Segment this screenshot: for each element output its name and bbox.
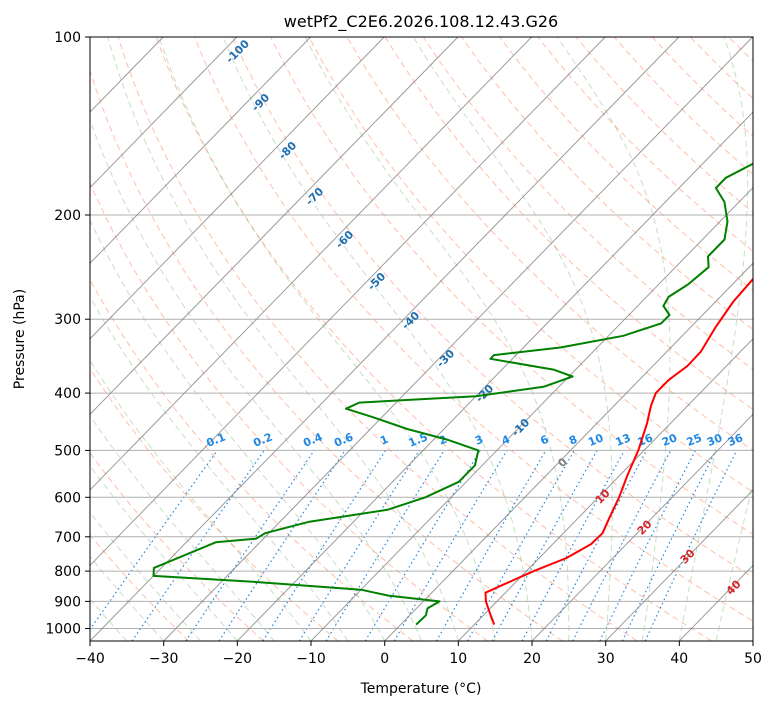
x-axis-label: Temperature (°C) bbox=[360, 681, 482, 697]
mixing-ratio-label: 1 bbox=[378, 433, 390, 448]
moist-adiabat-line bbox=[90, 118, 422, 641]
isotherm-line bbox=[531, 413, 753, 641]
mixing-ratio-line bbox=[325, 450, 445, 641]
x-tick-label: −30 bbox=[149, 651, 179, 667]
y-tick-label: 1000 bbox=[45, 622, 81, 638]
dry-adiabat-line bbox=[193, 37, 753, 622]
dry-adiabat-line bbox=[384, 37, 753, 411]
mixing-ratio-line bbox=[218, 450, 346, 641]
x-tick-label: 30 bbox=[597, 651, 615, 667]
mixing-ratio-label: 3 bbox=[473, 433, 485, 448]
isotherm-line bbox=[163, 37, 753, 641]
mixing-ratio-label: 13 bbox=[614, 431, 633, 449]
moist-adiabat-line bbox=[678, 37, 749, 641]
isotherm-line bbox=[236, 111, 753, 641]
mixing-ratio-label: 30 bbox=[705, 431, 724, 449]
mixing-ratio-line bbox=[521, 450, 625, 641]
background-lines bbox=[90, 37, 775, 641]
mixing-ratio-line bbox=[491, 450, 598, 641]
y-tick-label: 100 bbox=[54, 30, 81, 46]
isotherm-line bbox=[90, 37, 459, 416]
mixing-ratio-line bbox=[599, 450, 697, 641]
plot-frame bbox=[89, 36, 754, 642]
y-axis-ticks: 1000 900 800 700 600 500 400 300 200 100 bbox=[45, 30, 90, 638]
moist-adiabat-line bbox=[715, 481, 753, 641]
mixing-ratio-label: 36 bbox=[726, 431, 745, 449]
moist-adiabat-line bbox=[90, 465, 238, 641]
mixing-ratio-line bbox=[185, 450, 315, 641]
isotherm-line bbox=[90, 37, 238, 189]
moist-adiabat-line bbox=[556, 37, 671, 641]
y-tick-label: 300 bbox=[54, 312, 81, 328]
dry-adiabat-line bbox=[117, 37, 638, 641]
temperature-line bbox=[484, 277, 753, 625]
dry-adiabat-line bbox=[232, 37, 753, 578]
moist-adiabat-line bbox=[107, 37, 459, 641]
x-tick-label: 50 bbox=[744, 651, 762, 667]
y-tick-label: 900 bbox=[54, 594, 81, 610]
x-tick-label: −40 bbox=[75, 651, 105, 667]
dry-adiabat-line bbox=[346, 37, 753, 452]
chart-title: wetPf2_C2E6.2026.108.12.43.G26 bbox=[284, 12, 558, 32]
x-tick-label: 20 bbox=[523, 651, 541, 667]
sounding-series bbox=[152, 162, 753, 626]
isotherm-line bbox=[605, 489, 753, 641]
pressure-gridlines bbox=[90, 37, 753, 629]
mixing-ratio-label: 25 bbox=[685, 431, 704, 449]
isotherm-line bbox=[90, 37, 311, 264]
x-tick-label: 0 bbox=[380, 651, 389, 667]
dry-adiabat-line bbox=[767, 37, 775, 641]
y-tick-label: 700 bbox=[54, 530, 81, 546]
dewpoint-line bbox=[152, 162, 753, 626]
dry-adiabat-line bbox=[90, 452, 264, 641]
dry-adiabat-line bbox=[90, 69, 563, 641]
mixing-ratio-labels: 0.1 0.2 0.4 0.6 1 1.5 2 3 4 6 8 10 13 16 20 25 30 36 bbox=[205, 430, 746, 449]
moist-adiabat-line bbox=[90, 414, 275, 641]
isotherm-line bbox=[90, 37, 606, 567]
mixing-ratio-label: 2 bbox=[437, 433, 449, 448]
moist-adiabat-line bbox=[90, 295, 349, 641]
x-tick-label: −20 bbox=[223, 651, 253, 667]
mixing-ratio-line bbox=[131, 450, 265, 641]
mixing-ratio-line bbox=[364, 450, 481, 641]
x-tick-label: 40 bbox=[670, 651, 688, 667]
mixing-ratio-label: 10 bbox=[586, 431, 605, 449]
y-tick-label: 500 bbox=[54, 443, 81, 459]
moist-adiabat-line bbox=[304, 37, 570, 641]
mixing-ratio-label: 20 bbox=[660, 431, 679, 449]
y-tick-label: 600 bbox=[54, 490, 81, 506]
isotherm-line bbox=[90, 37, 532, 491]
x-tick-label: −10 bbox=[296, 651, 326, 667]
moist-adiabat-line bbox=[90, 218, 386, 641]
dry-adiabat-line bbox=[308, 37, 753, 493]
y-tick-label: 800 bbox=[54, 564, 81, 580]
mixing-ratio-line bbox=[262, 450, 387, 641]
mixing-ratio-line bbox=[621, 450, 717, 641]
isotherm-line bbox=[90, 37, 385, 340]
x-tick-label: 10 bbox=[449, 651, 467, 667]
skewed-isotherms bbox=[90, 37, 753, 641]
isotherm-line bbox=[752, 640, 753, 641]
plot-background bbox=[90, 37, 753, 641]
mixing-ratio-label: 8 bbox=[567, 433, 579, 448]
dry-adiabat-line bbox=[90, 181, 488, 641]
isotherm-line bbox=[384, 262, 753, 641]
mixing-ratio-line bbox=[90, 450, 218, 631]
x-axis-ticks: −40 −30 −20 −10 0 10 20 30 40 50 bbox=[75, 641, 762, 667]
y-axis-label: Pressure (hPa) bbox=[12, 289, 28, 389]
y-tick-label: 200 bbox=[54, 208, 81, 224]
isotherm-line bbox=[90, 37, 680, 641]
moist-adiabat-line bbox=[412, 37, 613, 641]
moist-adiabat-line bbox=[222, 37, 533, 641]
mixing-ratio-line bbox=[298, 450, 420, 641]
y-tick-label: 400 bbox=[54, 386, 81, 402]
